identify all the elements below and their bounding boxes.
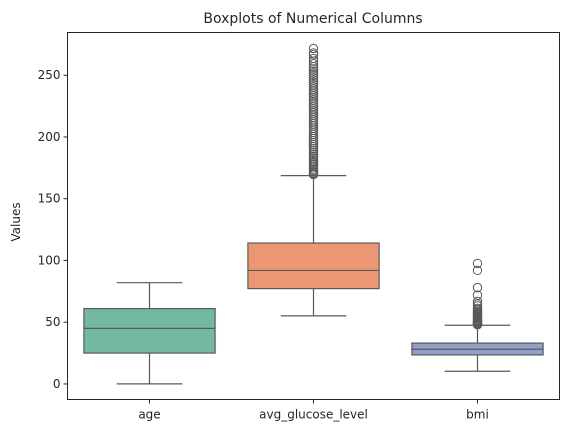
outlier-point <box>472 296 483 307</box>
outlier-point <box>308 66 319 76</box>
y-tick-label: 100 <box>38 253 61 267</box>
y-tick-label: 150 <box>38 192 61 206</box>
chart-title: Boxplots of Numerical Columns <box>203 11 422 27</box>
outlier-point <box>472 290 483 300</box>
x-tick-label: age <box>138 408 160 422</box>
y-tick-label: 250 <box>38 68 61 82</box>
outlier-point <box>308 53 319 64</box>
y-axis-label: Values <box>9 202 23 241</box>
box-avg_glucose_level <box>247 242 380 290</box>
y-tick-label: 0 <box>53 377 61 391</box>
outlier-point <box>308 75 319 85</box>
outlier-point <box>472 282 483 293</box>
outlier-point <box>308 64 319 74</box>
outlier-point <box>308 48 319 58</box>
outlier-point <box>308 73 319 83</box>
plot-frame <box>67 32 560 400</box>
plot-area: 0 50 100 150 200 250 age avg_glucose_level bmi <box>38 43 544 422</box>
y-tick-label: 50 <box>45 315 60 329</box>
outlier-point <box>472 303 483 314</box>
x-tick-label: bmi <box>466 408 489 422</box>
box-age <box>83 308 216 354</box>
outlier-point <box>308 77 319 88</box>
outlier-point <box>472 265 483 276</box>
x-tick-label: avg_glucose_level <box>259 408 368 422</box>
y-tick-label: 200 <box>38 130 61 144</box>
outlier-point <box>472 258 483 269</box>
outlier-point <box>308 43 319 54</box>
outlier-point <box>308 68 319 78</box>
outlier-point <box>308 59 319 69</box>
outlier-point <box>308 80 319 90</box>
